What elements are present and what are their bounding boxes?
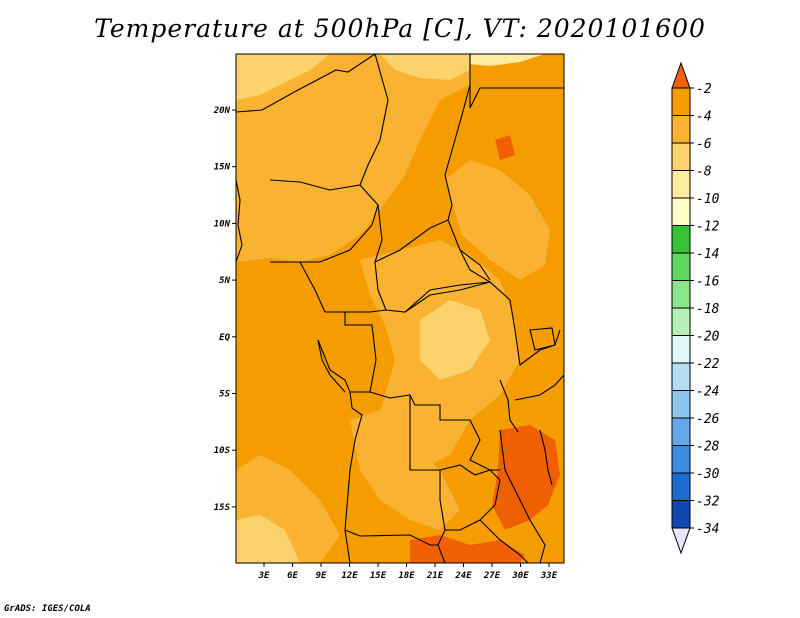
colorbar-segment — [671, 252, 691, 281]
colorbar-segment — [671, 472, 691, 501]
colorbar-segment — [671, 280, 691, 309]
country-borders — [236, 54, 564, 563]
lon-label: 9E — [316, 571, 327, 581]
lon-label: 24E — [454, 571, 472, 581]
colorbar-label: -20 — [696, 330, 720, 345]
lon-label: 30E — [511, 571, 529, 581]
lon-label: 3E — [258, 571, 270, 581]
lake-malawi — [539, 429, 553, 486]
lat-label: 20N — [213, 106, 231, 116]
map-frame — [235, 53, 565, 564]
shading-light-southwest — [236, 515, 300, 563]
colorbar-segment — [671, 170, 691, 199]
colorbar-label: -6 — [696, 137, 712, 152]
lon-label: 21E — [426, 571, 444, 581]
colorbar-upper-arrow — [671, 61, 691, 89]
lon-label: 15E — [370, 571, 387, 581]
colorbar-label: -18 — [696, 302, 720, 317]
border-egypt-sudan — [469, 54, 564, 109]
lat-label: 10N — [214, 219, 231, 229]
chart-title: Temperature at 500hPa [C], VT: 202010160… — [94, 14, 706, 43]
border-niger-chad — [359, 54, 389, 186]
shading-mid-east — [445, 160, 550, 280]
colorbar-segment — [671, 445, 691, 474]
lon-label: 27E — [483, 571, 501, 581]
colorbar-label: -16 — [696, 275, 720, 290]
grads-credit: GrADS: IGES/COLA — [4, 604, 91, 614]
lat-label: 10S — [214, 446, 231, 456]
colorbar-label: -8 — [696, 165, 712, 180]
colorbar-label: -22 — [696, 357, 720, 372]
shading-darkest-south — [410, 535, 525, 563]
colorbar-segment — [671, 390, 691, 419]
shading-mid-south — [350, 410, 460, 530]
shading-darkest-southeast — [492, 425, 560, 530]
colorbar-label: -12 — [696, 220, 720, 235]
colorbar-label: -26 — [696, 412, 720, 427]
colorbar-label: -14 — [696, 247, 719, 262]
border-gabon-congo — [317, 311, 377, 393]
shading-mid-north — [236, 54, 470, 262]
shading-light-north — [236, 54, 330, 100]
border-zambia — [439, 464, 501, 531]
temperature-field — [236, 54, 564, 563]
colorbar-segment — [671, 142, 691, 171]
border-east-africa — [499, 329, 564, 563]
border-drc-south — [369, 391, 500, 471]
lat-label: 15N — [214, 163, 231, 173]
colorbar-segment — [671, 500, 691, 529]
shading-pale-north — [470, 54, 545, 66]
colorbar-segment — [671, 197, 691, 226]
border-nigeria — [269, 179, 379, 263]
lat-label: 5N — [219, 276, 230, 286]
border-namibia-botswana — [344, 519, 529, 563]
colorbar-label: -24 — [696, 385, 719, 400]
lake-tanganyika — [499, 379, 519, 433]
colorbar-label: -10 — [696, 192, 720, 207]
border-sahel — [236, 54, 376, 113]
colorbar-segment — [671, 87, 691, 116]
shading-darkest-east — [495, 135, 515, 160]
colorbar-label: -4 — [696, 110, 712, 125]
colorbar-segment — [671, 417, 691, 446]
colorbar-segment — [671, 307, 691, 336]
colorbar-label: -2 — [696, 82, 712, 97]
border-chad-sudan — [444, 84, 491, 281]
colorbar-label: -34 — [696, 522, 719, 537]
colorbar-label: -28 — [696, 440, 720, 455]
coastline-gulf — [299, 261, 346, 393]
colorbar-segment — [671, 362, 691, 391]
coastline-west — [236, 179, 243, 263]
latitude-axis: 20N 15N 10N 5N EQ 5S 10S 15S — [213, 106, 236, 513]
lon-label: 33E — [540, 571, 558, 581]
shading-light-northeast — [380, 54, 470, 80]
colorbar-segment — [671, 225, 691, 254]
colorbar-segment — [671, 335, 691, 364]
longitude-axis: 3E 6E 9E 12E 15E 18E 21E 24E 27E 30E 33E — [258, 563, 558, 581]
colorbar-lower-arrow — [671, 527, 691, 555]
colorbar: -2 -4 -6 -8 -10 -12 -14 -16 -18 -20 -22 -24 -26 -28 -3… — [671, 61, 720, 555]
lat-label: 15S — [214, 503, 231, 513]
lon-label: 6E — [287, 571, 298, 581]
colorbar-label: -30 — [696, 467, 720, 482]
lake-victoria — [529, 327, 556, 351]
lon-label: 18E — [398, 571, 415, 581]
colorbar-segment — [671, 115, 691, 144]
border-angola-zambia — [409, 395, 446, 546]
lat-label: EQ — [219, 333, 230, 343]
border-drc-north — [404, 281, 521, 366]
border-cameroon — [345, 204, 387, 313]
colorbar-label: -32 — [696, 495, 720, 510]
border-angola — [344, 391, 438, 546]
lon-label: 12E — [341, 571, 358, 581]
shading-light-center — [420, 300, 490, 380]
lat-label: 5S — [219, 390, 230, 400]
